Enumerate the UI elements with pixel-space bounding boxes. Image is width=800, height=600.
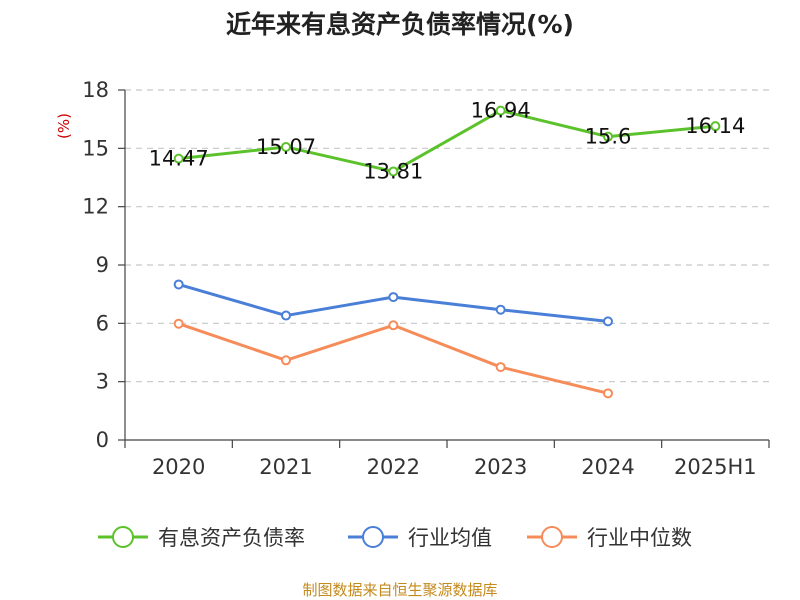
axes: 0 3 6 9 12 15 18 2020 2021 2022 2023 2024 2025H1 bbox=[82, 78, 770, 479]
series-line-1 bbox=[178, 283, 609, 323]
data-label: 15.07 bbox=[256, 135, 316, 159]
data-point bbox=[388, 166, 399, 177]
data-point bbox=[173, 318, 184, 329]
data-labels: 14.47 15.07 13.81 16.94 15.6 16.14 bbox=[149, 99, 746, 184]
data-point bbox=[495, 304, 506, 315]
x-tick-label: 2025H1 bbox=[674, 455, 757, 479]
y-tick-label: 3 bbox=[96, 370, 109, 394]
x-tick-label: 2022 bbox=[367, 455, 420, 479]
data-label: 16.14 bbox=[685, 114, 745, 138]
y-tick-label: 0 bbox=[96, 428, 109, 452]
legend-marker bbox=[112, 526, 134, 548]
x-tick-label: 2024 bbox=[581, 455, 634, 479]
grid bbox=[125, 89, 769, 383]
data-point bbox=[281, 310, 291, 321]
data-label: 16.94 bbox=[471, 99, 531, 123]
data-point bbox=[710, 121, 721, 132]
y-tick-label: 15 bbox=[82, 136, 109, 160]
data-point bbox=[388, 292, 399, 303]
y-tick-label: 12 bbox=[82, 195, 109, 219]
x-tick-label: 2020 bbox=[152, 455, 205, 479]
data-point bbox=[281, 141, 291, 152]
data-point bbox=[388, 320, 399, 331]
data-point bbox=[281, 355, 291, 366]
legend-marker bbox=[362, 526, 384, 548]
x-tick-label: 2023 bbox=[474, 455, 527, 479]
data-point bbox=[495, 362, 506, 373]
data-point bbox=[173, 153, 184, 164]
data-point bbox=[603, 388, 613, 399]
data-point bbox=[173, 279, 184, 290]
y-tick-label: 6 bbox=[96, 311, 109, 335]
series-layer bbox=[173, 105, 721, 399]
chart-title: 近年来有息资产负债率情况(%) bbox=[226, 10, 574, 39]
legend-label: 行业均值 bbox=[408, 526, 492, 550]
x-tick-label: 2021 bbox=[259, 455, 312, 479]
data-label: 15.6 bbox=[585, 125, 632, 149]
legend-marker bbox=[541, 526, 563, 548]
data-point bbox=[495, 105, 506, 116]
y-tick-label: 18 bbox=[82, 78, 109, 102]
y-axis-unit: (%) bbox=[55, 113, 73, 139]
data-point bbox=[603, 316, 613, 327]
data-label: 13.81 bbox=[363, 159, 423, 183]
source-note: 制图数据来自恒生聚源数据库 bbox=[302, 581, 497, 599]
legend: 有息资产负债率 行业均值 行业中位数 bbox=[98, 526, 692, 550]
series-line-2 bbox=[178, 322, 609, 395]
series-line-0 bbox=[178, 109, 716, 173]
data-label: 14.47 bbox=[149, 147, 209, 171]
data-point bbox=[603, 131, 613, 142]
legend-label: 有息资产负债率 bbox=[158, 526, 305, 550]
legend-label: 行业中位数 bbox=[587, 526, 692, 550]
y-tick-label: 9 bbox=[96, 253, 109, 277]
